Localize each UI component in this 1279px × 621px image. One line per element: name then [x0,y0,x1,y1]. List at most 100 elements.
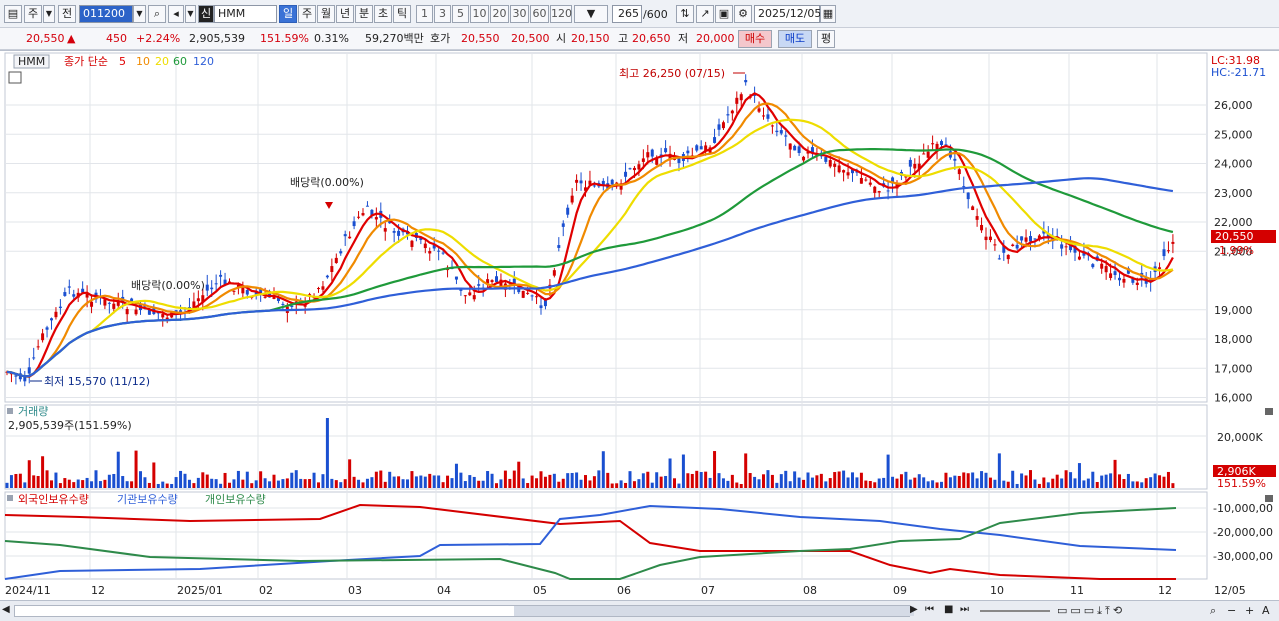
volume-bar [85,477,89,488]
candle-body [85,293,89,298]
scrollbar-thumb[interactable] [514,606,914,616]
volume-bar [1055,474,1059,488]
holdings-axis-label: -30,000,00 [1213,550,1273,563]
count-total: /600 [643,8,668,21]
first-icon[interactable]: ⏮ [925,604,934,615]
candle-body [259,287,263,295]
interval-120[interactable]: 120 [550,5,572,23]
period-1[interactable]: 주 [298,5,316,23]
zoom-out-icon[interactable]: − [1227,604,1237,617]
last-icon[interactable]: ⏭ [960,604,969,615]
holdings-panel-icon[interactable] [7,495,13,501]
candle-body [575,179,579,183]
volume-close-icon[interactable] [1265,408,1273,415]
volume-bar [1122,479,1126,488]
period-2[interactable]: 월 [317,5,335,23]
x-axis-label: 07 [701,584,715,597]
volume-bar [468,475,472,488]
window-menu-icon[interactable]: ▤ [4,5,22,23]
stock-code-input[interactable]: 011200 [79,5,133,23]
buy-button[interactable]: 매수 [738,30,772,48]
code-dropdown-icon[interactable]: ▼ [133,5,146,23]
stock-name-field[interactable]: HMM [214,5,277,23]
zoom-slider[interactable] [980,610,1050,612]
holdings-close-icon[interactable] [1265,495,1273,502]
candle-body [624,171,628,177]
candle-body [962,186,966,188]
volume-bar [41,456,45,488]
chart-type-icon[interactable]: ⇅ [676,5,694,23]
font-size-icon[interactable]: A [1262,604,1270,617]
interval-5[interactable]: 5 [452,5,469,23]
price-tag-text: 20,550 [1215,230,1254,243]
volume-bar [566,473,570,488]
period-5[interactable]: 초 [374,5,392,23]
zoom-icon[interactable]: ⌕ [1210,604,1217,617]
volume-bar [650,482,654,488]
period-0[interactable]: 일 [279,5,297,23]
candle-body [775,130,779,133]
candle-body [281,303,285,305]
volume-bar [330,478,334,488]
volume-bar [539,471,543,488]
count-input[interactable]: 265 [612,5,642,23]
stop-icon[interactable]: ■ [944,604,954,615]
sell-button[interactable]: 매도 [778,30,812,48]
volume-bar [392,476,396,488]
date-input[interactable]: 2025/12/05 [754,5,821,23]
volume-bar [770,474,774,488]
volume-panel-icon[interactable] [7,408,13,414]
symbol-box[interactable] [13,54,50,69]
calendar-icon[interactable]: ▦ [820,5,836,23]
zoom-in-icon[interactable]: + [1245,604,1255,617]
type-dropdown-icon[interactable]: ▼ [43,5,55,23]
view-tool-icons[interactable]: ▭▭▭⤓⤒⟲ [1057,604,1126,617]
interval-10[interactable]: 10 [470,5,489,23]
volume-bar [299,478,303,488]
settings-icon[interactable]: ⚙ [734,5,752,23]
draw-tool-icon[interactable]: ↗ [696,5,714,23]
volume-bar [143,477,147,488]
interval-3[interactable]: 3 [434,5,451,23]
legend-ma120: 120 [193,55,214,68]
period-4[interactable]: 분 [355,5,373,23]
scroll-right-icon[interactable]: ▶ [910,604,918,615]
interval-1[interactable]: 1 [416,5,433,23]
candle-body [673,158,676,160]
interval-30[interactable]: 30 [510,5,529,23]
search-icon[interactable]: ⌕ [148,5,166,23]
volume-bar [459,472,463,488]
volume-bar [107,474,111,488]
volume-bar [428,473,432,488]
volume-bar [788,481,792,488]
volume-bar [766,470,770,488]
volume-bar [815,475,819,488]
period-6[interactable]: 틱 [393,5,411,23]
candle-body [41,333,45,341]
x-axis-label: 12/05 [1214,584,1246,597]
candle-body [365,205,369,207]
interval-dropdown[interactable]: ▼ [574,5,608,23]
type-select[interactable]: 주 [24,5,42,23]
interval-60[interactable]: 60 [530,5,549,23]
sound-icon[interactable]: ◂ [168,5,184,23]
price-axis-label: 23,000 [1214,187,1253,200]
period-3[interactable]: 년 [336,5,354,23]
candle-body [1077,256,1081,260]
volume-value-label: 2,905,539주(151.59%) [8,419,132,432]
sound-dropdown-icon[interactable]: ▼ [185,5,196,23]
scroll-left-icon[interactable]: ◀ [2,604,10,615]
grid-toggle-icon[interactable] [8,71,22,84]
candle-body [317,288,320,290]
eval-button[interactable]: 평 [817,30,835,48]
volume-bar [775,482,779,488]
save-icon[interactable]: ▣ [715,5,733,23]
volume-bar [521,478,525,488]
candle-body [935,143,939,151]
interval-20[interactable]: 20 [490,5,509,23]
volume-bar [859,472,863,488]
volume-bar [601,451,605,488]
volume-bar [535,478,539,488]
prefix-button[interactable]: 전 [58,5,76,23]
volume-bar [561,478,565,488]
